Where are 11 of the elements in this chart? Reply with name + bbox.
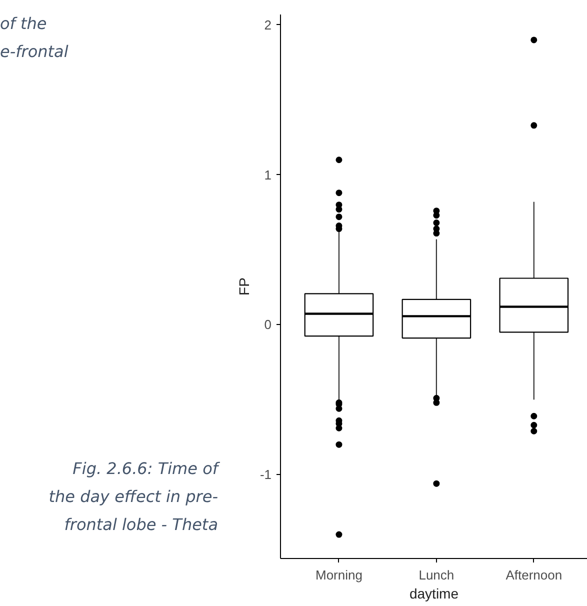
y-axis-title: FP	[236, 278, 252, 296]
caption: Fig. 2.6.6: Time of the day effect in pre- frontal lobe - Theta	[48, 458, 218, 536]
y-tick-label: -1	[260, 467, 272, 482]
text: of the e-frontal	[0, 13, 68, 63]
y-tick-label: 2	[264, 17, 272, 32]
x-tick-label: Morning	[315, 568, 362, 582]
x-tick-label: Lunch	[418, 568, 454, 582]
x-axis-title: daytime	[409, 586, 459, 602]
y-tick-label: 0	[264, 317, 272, 332]
x-tick-label: Afternoon	[506, 568, 562, 582]
y-tick-label: 1	[264, 167, 272, 182]
